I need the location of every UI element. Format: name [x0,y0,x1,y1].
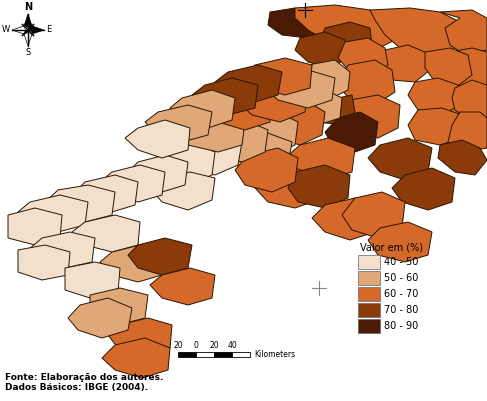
Polygon shape [102,338,170,378]
Polygon shape [440,10,487,55]
Bar [358,271,380,285]
Polygon shape [288,165,350,208]
Polygon shape [150,268,215,305]
Polygon shape [408,78,460,115]
Bar [358,255,380,269]
Polygon shape [128,238,192,275]
Polygon shape [100,245,165,282]
Polygon shape [445,88,487,125]
Polygon shape [425,48,472,88]
Polygon shape [8,208,62,245]
Polygon shape [22,24,29,31]
Polygon shape [28,232,95,268]
Polygon shape [90,288,148,325]
Polygon shape [285,138,355,180]
Text: E: E [46,26,51,34]
Text: 40 - 50: 40 - 50 [384,257,418,267]
Text: 40: 40 [227,341,237,350]
Polygon shape [205,120,268,162]
Bar [178,352,196,357]
Polygon shape [192,78,258,115]
Polygon shape [152,142,215,185]
Polygon shape [235,148,298,192]
Bar [358,303,380,317]
Polygon shape [338,38,388,78]
Polygon shape [18,195,88,232]
Polygon shape [108,318,172,355]
Polygon shape [378,45,430,82]
Polygon shape [18,245,70,280]
Polygon shape [128,155,188,192]
Polygon shape [215,65,282,102]
Polygon shape [342,192,405,238]
Polygon shape [145,105,212,142]
Polygon shape [65,262,120,298]
Text: 20: 20 [209,341,219,350]
Polygon shape [245,58,312,95]
Polygon shape [295,60,350,100]
Polygon shape [68,298,132,338]
Polygon shape [238,112,298,155]
Polygon shape [268,8,325,38]
Polygon shape [440,48,487,88]
Polygon shape [342,95,400,138]
Bar [196,352,214,357]
Text: Kilometers: Kilometers [254,350,295,359]
Text: 80 - 90: 80 - 90 [384,321,418,331]
Polygon shape [27,24,34,31]
Polygon shape [265,70,335,108]
Bar [358,319,380,333]
Polygon shape [368,138,432,180]
Polygon shape [438,140,487,175]
Polygon shape [392,168,455,210]
Polygon shape [452,80,487,120]
Polygon shape [27,28,34,36]
Text: Valor em (%): Valor em (%) [360,242,423,252]
Text: Fonte: Elaboração dos autores.: Fonte: Elaboração dos autores. [5,373,163,382]
Polygon shape [125,120,190,158]
Polygon shape [448,112,487,152]
Text: 70 - 80: 70 - 80 [384,305,418,315]
Polygon shape [24,30,32,46]
Text: 50 - 60: 50 - 60 [384,273,418,283]
Polygon shape [228,132,292,175]
Bar [358,287,380,301]
Polygon shape [205,92,272,130]
Polygon shape [370,8,465,55]
Polygon shape [320,22,372,55]
Polygon shape [265,100,325,145]
Polygon shape [238,82,308,122]
Polygon shape [45,185,115,222]
Polygon shape [100,165,165,202]
Bar [214,352,232,357]
Polygon shape [295,5,395,50]
Polygon shape [338,60,395,105]
Polygon shape [305,95,355,125]
Polygon shape [285,88,342,125]
Polygon shape [72,215,140,252]
Polygon shape [255,168,322,208]
Polygon shape [368,222,432,262]
Polygon shape [24,14,32,30]
Polygon shape [75,175,138,212]
Polygon shape [12,26,28,34]
Text: S: S [25,48,31,57]
Polygon shape [22,28,29,36]
Polygon shape [178,115,245,152]
Text: 20: 20 [173,341,183,350]
Polygon shape [178,132,242,175]
Polygon shape [150,172,215,210]
Polygon shape [295,32,348,68]
Polygon shape [312,198,378,240]
Polygon shape [408,108,462,145]
Text: 60 - 70: 60 - 70 [384,289,418,299]
Bar [232,352,250,357]
Text: N: N [24,2,32,12]
Polygon shape [28,26,44,34]
Polygon shape [325,112,378,152]
Polygon shape [170,90,235,128]
Text: W: W [2,26,10,34]
Text: 0: 0 [193,341,198,350]
Text: Dados Básicos: IBGE (2004).: Dados Básicos: IBGE (2004). [5,383,148,392]
